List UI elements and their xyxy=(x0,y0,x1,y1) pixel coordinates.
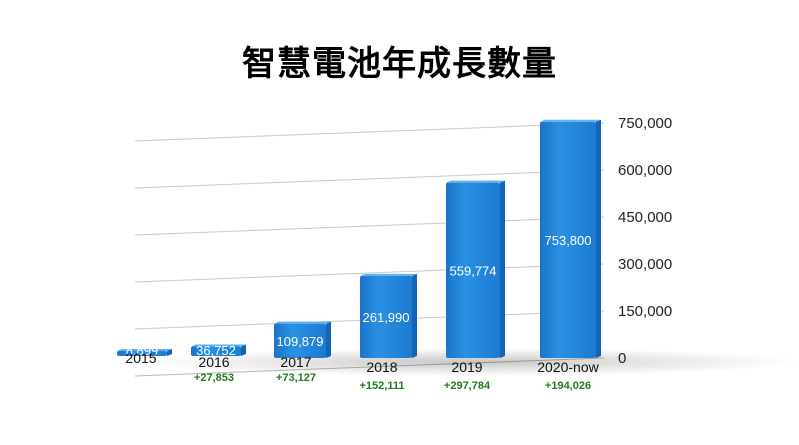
delta-label: +27,853 xyxy=(194,372,234,384)
category-label: 2016 xyxy=(198,354,229,370)
gridline xyxy=(134,216,605,236)
y-axis: 0 150,000 300,000 450,000 600,000 750,000 xyxy=(618,115,672,367)
gridline xyxy=(134,263,605,283)
bar-side xyxy=(596,119,601,359)
category-label: 2020-now xyxy=(537,359,599,375)
bar-2019 xyxy=(446,180,505,358)
bar-front xyxy=(117,351,167,356)
value-label: 753,800 xyxy=(545,233,592,248)
delta-label: +297,784 xyxy=(444,380,491,392)
value-label: 261,990 xyxy=(363,310,410,325)
value-label: 36,752 xyxy=(196,343,236,358)
bar-2017 xyxy=(274,321,331,358)
bar-top xyxy=(446,180,505,183)
bar-top xyxy=(274,321,331,324)
bar-2018 xyxy=(360,273,417,358)
bar-front xyxy=(191,346,241,356)
bar-top xyxy=(540,119,601,122)
gridline xyxy=(134,169,605,189)
bar-2016 xyxy=(191,344,246,356)
y-tick-label: 600,000 xyxy=(618,162,672,179)
bar-front xyxy=(360,275,412,358)
value-label: 559,774 xyxy=(450,263,497,278)
bars xyxy=(117,119,601,359)
y-tick-label: 0 xyxy=(618,350,626,367)
category-label: 2017 xyxy=(280,354,311,370)
bar-front xyxy=(446,182,500,358)
bar-side xyxy=(500,180,505,358)
bar-top xyxy=(117,349,172,351)
chart-title: 智慧電池年成長數量 xyxy=(242,44,557,84)
bar-side xyxy=(167,349,172,356)
bar-top xyxy=(191,344,246,347)
bar-side xyxy=(326,321,331,358)
bar-2020-now xyxy=(540,119,601,359)
y-tick-label: 150,000 xyxy=(618,303,672,320)
delta-label: +73,127 xyxy=(276,372,316,384)
category-label: 2015 xyxy=(125,350,156,366)
bar-front xyxy=(274,323,326,358)
value-label: 109,879 xyxy=(277,334,324,349)
bar-top xyxy=(360,273,417,276)
value-label: 8,899 xyxy=(126,343,159,358)
category-label: 2019 xyxy=(451,359,482,375)
y-tick-label: 450,000 xyxy=(618,209,672,226)
bar-front xyxy=(540,121,596,359)
bar-side xyxy=(412,273,417,358)
bar-side xyxy=(241,344,246,356)
bar-2015 xyxy=(117,349,172,356)
y-tick-label: 300,000 xyxy=(618,256,672,273)
delta-label: +152,111 xyxy=(360,380,405,392)
y-tick-label: 750,000 xyxy=(618,115,672,132)
category-label: 2018 xyxy=(366,359,397,375)
gridline xyxy=(134,122,605,142)
delta-label: +194,026 xyxy=(545,380,591,392)
